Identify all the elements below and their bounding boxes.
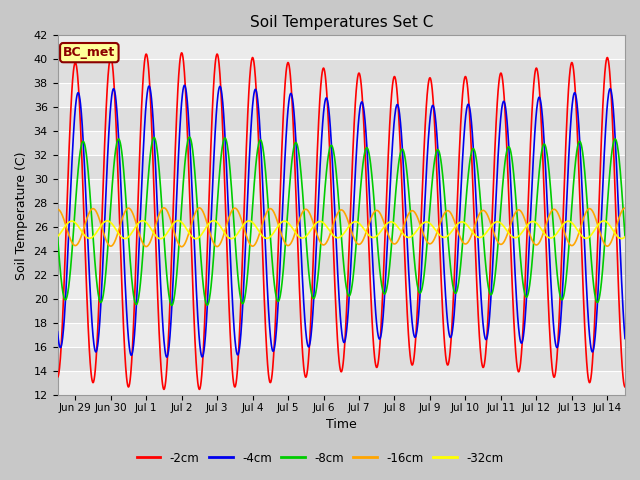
Bar <box>58 132 625 156</box>
Bar <box>58 275 625 299</box>
Bar <box>58 251 625 275</box>
Bar <box>58 299 625 323</box>
Bar <box>58 60 625 84</box>
Bar <box>58 371 625 395</box>
Bar <box>58 108 625 132</box>
Bar <box>58 347 625 371</box>
Bar <box>58 180 625 203</box>
Bar <box>58 203 625 227</box>
Bar <box>58 323 625 347</box>
Title: Soil Temperatures Set C: Soil Temperatures Set C <box>250 15 433 30</box>
Bar <box>58 84 625 108</box>
Bar <box>58 227 625 251</box>
Y-axis label: Soil Temperature (C): Soil Temperature (C) <box>15 151 28 279</box>
Text: BC_met: BC_met <box>63 46 115 59</box>
Bar <box>58 36 625 60</box>
X-axis label: Time: Time <box>326 419 356 432</box>
Bar <box>58 156 625 180</box>
Legend: -2cm, -4cm, -8cm, -16cm, -32cm: -2cm, -4cm, -8cm, -16cm, -32cm <box>132 447 508 469</box>
